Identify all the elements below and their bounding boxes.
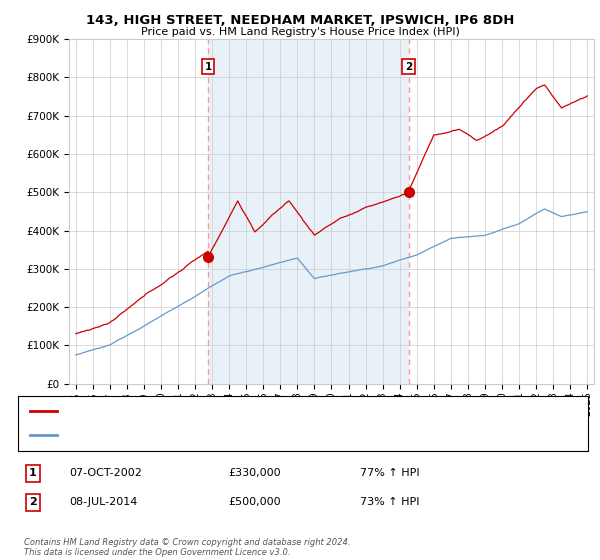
Text: 2: 2 bbox=[29, 497, 37, 507]
Text: 143, HIGH STREET, NEEDHAM MARKET, IPSWICH, IP6 8DH: 143, HIGH STREET, NEEDHAM MARKET, IPSWIC… bbox=[86, 14, 514, 27]
Text: £500,000: £500,000 bbox=[228, 497, 281, 507]
Text: Price paid vs. HM Land Registry's House Price Index (HPI): Price paid vs. HM Land Registry's House … bbox=[140, 27, 460, 37]
Bar bbox=[208, 39, 409, 384]
Text: 2: 2 bbox=[405, 62, 412, 72]
Text: 73% ↑ HPI: 73% ↑ HPI bbox=[360, 497, 419, 507]
Text: 1: 1 bbox=[205, 62, 212, 72]
Text: 07-OCT-2002: 07-OCT-2002 bbox=[69, 468, 142, 478]
Text: 1: 1 bbox=[29, 468, 37, 478]
Text: HPI: Average price, detached house, Mid Suffolk: HPI: Average price, detached house, Mid … bbox=[63, 431, 292, 440]
Text: 08-JUL-2014: 08-JUL-2014 bbox=[69, 497, 137, 507]
Text: Contains HM Land Registry data © Crown copyright and database right 2024.
This d: Contains HM Land Registry data © Crown c… bbox=[24, 538, 350, 557]
Text: 77% ↑ HPI: 77% ↑ HPI bbox=[360, 468, 419, 478]
Text: 143, HIGH STREET, NEEDHAM MARKET, IPSWICH, IP6 8DH (detached house): 143, HIGH STREET, NEEDHAM MARKET, IPSWIC… bbox=[63, 407, 422, 416]
Text: £330,000: £330,000 bbox=[228, 468, 281, 478]
